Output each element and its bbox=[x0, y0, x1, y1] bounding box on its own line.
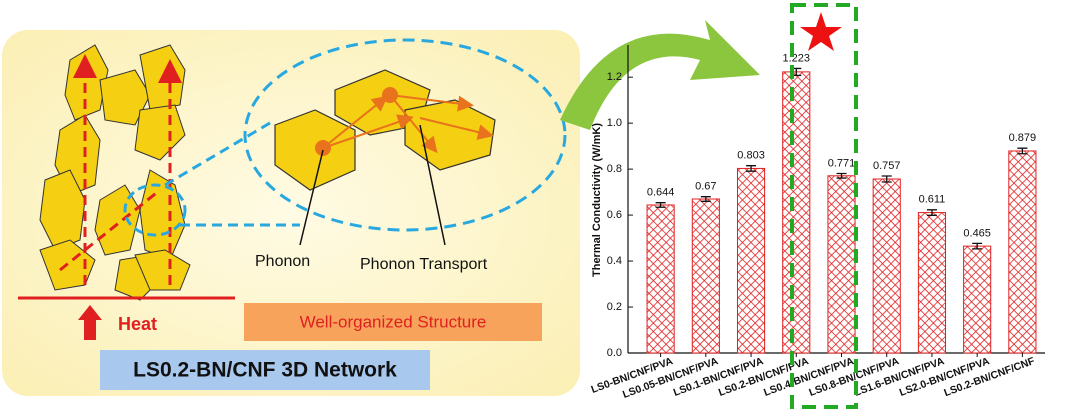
heat-label: Heat bbox=[118, 314, 157, 334]
structure-box bbox=[244, 303, 542, 341]
y-tick-label: 0.2 bbox=[607, 301, 622, 313]
transport-arrows bbox=[322, 94, 494, 154]
network-box bbox=[100, 350, 430, 390]
y-tick-label: 0.8 bbox=[607, 163, 622, 175]
curved-arrow bbox=[560, 20, 760, 130]
bar bbox=[917, 212, 947, 354]
error-bar bbox=[655, 202, 666, 208]
bar bbox=[872, 178, 901, 354]
transport-label: Phonon Transport bbox=[360, 256, 488, 273]
bar bbox=[736, 167, 766, 354]
error-bar bbox=[1017, 147, 1028, 155]
error-bar bbox=[881, 175, 892, 183]
error-bar bbox=[926, 209, 937, 216]
bar bbox=[646, 204, 675, 354]
error-bar bbox=[972, 242, 983, 250]
bar bbox=[1008, 150, 1037, 354]
value-label: 0.611 bbox=[919, 194, 946, 206]
zoom-circle bbox=[123, 183, 187, 237]
value-label: 1.223 bbox=[783, 52, 811, 64]
zoom-ellipse bbox=[243, 38, 567, 232]
bar bbox=[963, 245, 992, 354]
pointer bbox=[299, 149, 324, 246]
structure-label: Well-organized Structure bbox=[300, 312, 487, 331]
error-bar bbox=[836, 172, 847, 179]
y-tick-label: 0.6 bbox=[607, 209, 622, 221]
bar bbox=[691, 198, 720, 354]
highlight-box bbox=[790, 3, 858, 409]
y-tick-label: 1.2 bbox=[607, 71, 622, 83]
value-label: 0.465 bbox=[963, 227, 991, 239]
value-label: 0.644 bbox=[647, 187, 675, 199]
error-bar bbox=[700, 196, 711, 202]
pointer bbox=[419, 124, 446, 246]
star bbox=[800, 12, 842, 51]
bar bbox=[782, 71, 811, 354]
zoom-line bbox=[164, 118, 276, 187]
heat-paths bbox=[59, 54, 182, 285]
phonon-label: Phonon bbox=[255, 253, 310, 270]
value-label: 0.879 bbox=[1009, 132, 1037, 144]
error-bar bbox=[746, 165, 757, 172]
y-tick-label: 0.4 bbox=[607, 255, 622, 267]
value-label: 0.757 bbox=[873, 160, 901, 172]
bar bbox=[827, 175, 856, 354]
heat-arrow bbox=[78, 305, 102, 340]
flakes bbox=[39, 44, 191, 301]
y-tick-label: 0.0 bbox=[607, 347, 622, 359]
y-tick-label: 1.0 bbox=[607, 117, 622, 129]
network-label: LS0.2-BN/CNF 3D Network bbox=[133, 359, 397, 382]
value-label: 0.803 bbox=[737, 150, 765, 162]
value-label: 0.771 bbox=[828, 157, 856, 169]
y-axis-label: Thermal Conductivity (W/mK) bbox=[591, 123, 603, 277]
value-label: 0.67 bbox=[695, 181, 716, 193]
